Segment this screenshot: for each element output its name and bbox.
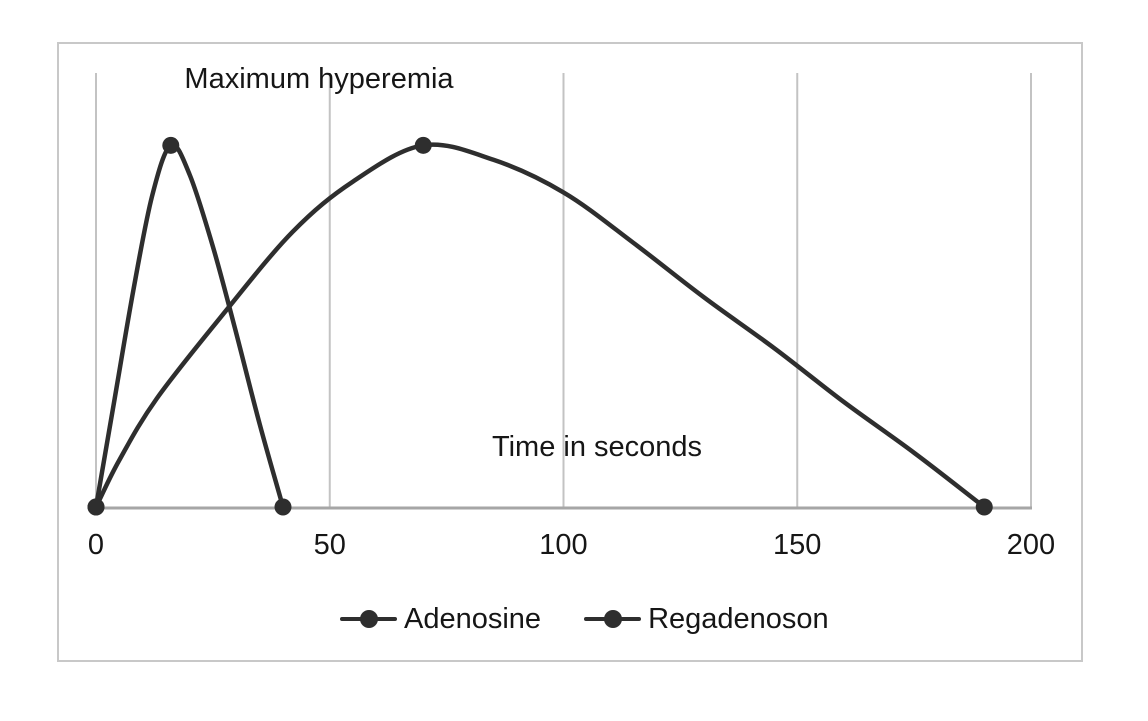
chart-legend: Adenosine Regadenoson [340, 600, 829, 637]
x-tick-label-0: 0 [87, 529, 105, 561]
regadenoson-marker [975, 498, 993, 516]
adenosine-marker [274, 498, 292, 516]
adenosine-curve [93, 142, 286, 510]
x-tick-label-200: 200 [1006, 529, 1056, 561]
legend-label-adenosine: Adenosine [404, 602, 542, 635]
chart-frame [57, 42, 1083, 662]
legend-dot-marker [359, 609, 378, 628]
legend-label-regadenoson: Regadenoson [648, 602, 829, 635]
regadenoson-line-marker-icon [584, 609, 642, 628]
x-tick-label-50: 50 [313, 529, 346, 561]
regadenoson-marker [414, 136, 432, 154]
adenosine-marker [162, 136, 180, 154]
chart-title: Maximum hyperemia [184, 63, 454, 95]
regadenoson-curve [93, 142, 987, 510]
legend-dot-marker [603, 609, 622, 628]
adenosine-line-marker-icon [340, 609, 397, 628]
regadenoson-marker [87, 498, 105, 516]
x-tick-label-100: 100 [539, 529, 588, 561]
legend-item-regadenoson: Regadenoson [584, 603, 829, 635]
x-axis-label: Time in seconds [491, 431, 703, 463]
x-tick-label-150: 150 [773, 529, 822, 561]
legend-item-adenosine: Adenosine [340, 603, 541, 635]
